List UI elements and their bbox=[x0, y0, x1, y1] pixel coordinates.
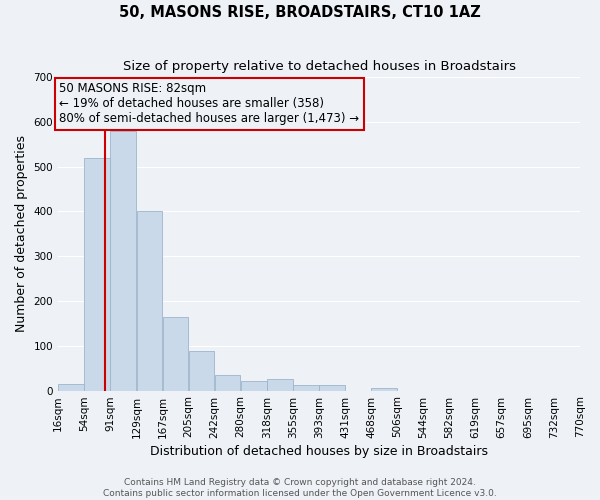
Text: 50 MASONS RISE: 82sqm
← 19% of detached houses are smaller (358)
80% of semi-det: 50 MASONS RISE: 82sqm ← 19% of detached … bbox=[59, 82, 359, 126]
Text: Contains HM Land Registry data © Crown copyright and database right 2024.
Contai: Contains HM Land Registry data © Crown c… bbox=[103, 478, 497, 498]
Bar bbox=[267, 380, 293, 390]
Bar bbox=[85, 158, 110, 390]
Bar bbox=[215, 375, 241, 390]
Bar bbox=[241, 380, 266, 390]
Bar bbox=[110, 130, 136, 390]
Y-axis label: Number of detached properties: Number of detached properties bbox=[15, 136, 28, 332]
Bar bbox=[58, 384, 84, 390]
Bar bbox=[137, 212, 162, 390]
Bar bbox=[293, 384, 319, 390]
Text: 50, MASONS RISE, BROADSTAIRS, CT10 1AZ: 50, MASONS RISE, BROADSTAIRS, CT10 1AZ bbox=[119, 5, 481, 20]
X-axis label: Distribution of detached houses by size in Broadstairs: Distribution of detached houses by size … bbox=[150, 444, 488, 458]
Bar bbox=[189, 351, 214, 391]
Bar bbox=[163, 316, 188, 390]
Bar bbox=[319, 385, 345, 390]
Bar bbox=[371, 388, 397, 390]
Title: Size of property relative to detached houses in Broadstairs: Size of property relative to detached ho… bbox=[122, 60, 515, 73]
